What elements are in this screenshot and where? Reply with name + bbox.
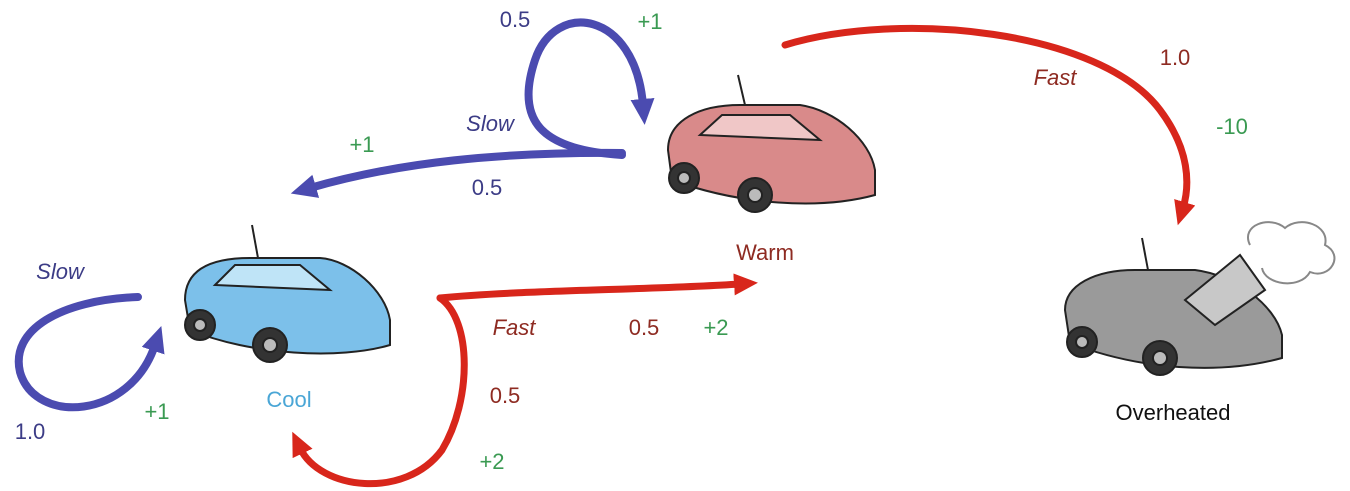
- cool-car: [185, 225, 390, 362]
- probability: 0.5: [629, 315, 660, 340]
- warm-car: [668, 75, 875, 212]
- action-label: Slow: [36, 259, 86, 284]
- state-label: Cool: [266, 387, 311, 412]
- reward: +1: [349, 132, 374, 157]
- reward: -10: [1216, 114, 1248, 139]
- arrow: [528, 23, 643, 155]
- arrow: [19, 297, 155, 407]
- probability: 1.0: [1160, 45, 1191, 70]
- action-label: Fast: [493, 315, 537, 340]
- overheated-car: [1065, 222, 1334, 375]
- reward: +2: [479, 449, 504, 474]
- reward: +1: [144, 399, 169, 424]
- probability: 1.0: [15, 419, 46, 444]
- probability: 0.5: [490, 383, 521, 408]
- state-label: Warm: [736, 240, 794, 265]
- probability: 0.5: [500, 7, 531, 32]
- probability: 0.5: [472, 175, 503, 200]
- reward: +2: [703, 315, 728, 340]
- arrow: [310, 153, 622, 188]
- mdp-diagram: Cool Warm Overheated Slow 1.0 +1 Fast 0.…: [0, 0, 1350, 491]
- action-label: Slow: [466, 111, 516, 136]
- arrow: [440, 284, 740, 298]
- action-label: Fast: [1034, 65, 1078, 90]
- state-label: Overheated: [1116, 400, 1231, 425]
- reward: +1: [637, 9, 662, 34]
